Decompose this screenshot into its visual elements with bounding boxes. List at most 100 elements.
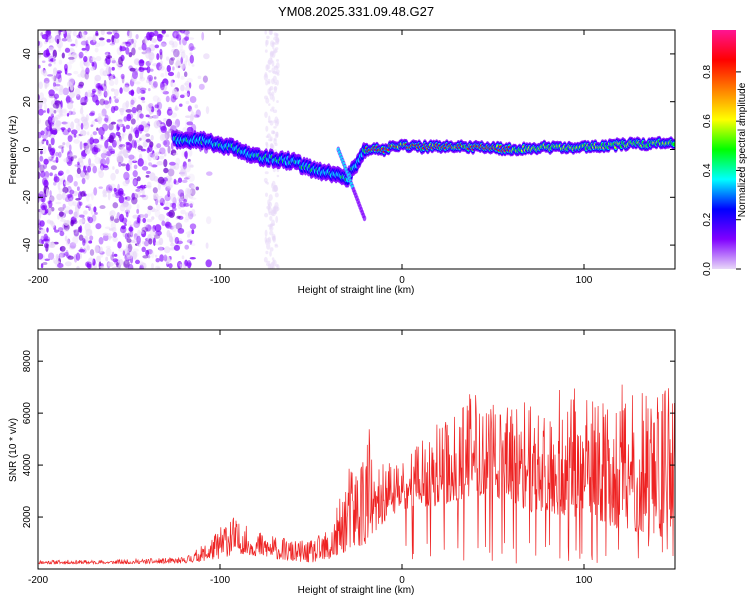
spectrogram-cell bbox=[158, 123, 164, 127]
spectrogram-cell bbox=[146, 65, 151, 74]
spectrogram-cell bbox=[271, 91, 275, 97]
spectrogram-cell bbox=[169, 225, 174, 230]
spectrogram-cell bbox=[92, 34, 97, 43]
spectrogram-cell bbox=[113, 95, 117, 99]
spectrogram-y-tick-label: 0 bbox=[22, 146, 33, 152]
spectrogram-cell bbox=[64, 251, 69, 256]
spectrogram-cell bbox=[121, 133, 125, 140]
spectrogram-cell bbox=[44, 80, 50, 84]
spectrogram-cell bbox=[130, 99, 135, 105]
spectrogram-cell bbox=[108, 80, 115, 87]
spectrogram-cell bbox=[66, 254, 71, 259]
spectrogram-cell bbox=[138, 124, 144, 132]
spectrogram-cell bbox=[79, 141, 83, 150]
spectrogram-cell bbox=[118, 56, 123, 66]
spectrogram-cell bbox=[51, 222, 56, 229]
spectrogram-cell bbox=[80, 130, 87, 136]
spectrogram-cell bbox=[44, 80, 50, 88]
spectrogram-cell bbox=[183, 202, 190, 207]
spectrogram-cell bbox=[268, 57, 273, 65]
spectrogram-cell bbox=[82, 237, 86, 246]
spectrogram-cell bbox=[53, 93, 60, 99]
spectrogram-cell bbox=[57, 207, 65, 212]
spectrogram-cell bbox=[47, 207, 52, 216]
spectrogram-cell bbox=[57, 172, 63, 177]
spectrogram-cell bbox=[150, 134, 154, 141]
spectrogram-cell bbox=[146, 147, 150, 154]
spectrogram-cell bbox=[138, 46, 143, 51]
spectrogram-cell bbox=[125, 177, 130, 185]
spectrogram-cell bbox=[90, 124, 94, 128]
spectrogram-cell bbox=[140, 89, 146, 95]
spectrogram-cell bbox=[184, 36, 189, 41]
spectrogram-cell bbox=[48, 146, 52, 151]
spectrogram-cell bbox=[93, 143, 100, 148]
spectrogram-cell bbox=[86, 131, 90, 136]
spectrogram-cell bbox=[265, 125, 269, 132]
spectrogram-cell bbox=[148, 87, 151, 92]
spectrogram-cell bbox=[98, 113, 102, 117]
spectrogram-cell bbox=[168, 40, 174, 46]
spectrogram-cell bbox=[107, 191, 111, 201]
spectrogram-cell bbox=[189, 52, 193, 56]
spectrogram-cell bbox=[63, 158, 69, 163]
spectrogram-cell bbox=[265, 97, 270, 104]
spectrogram-cell bbox=[77, 73, 83, 78]
spectrogram-cell bbox=[118, 162, 122, 167]
spectrogram-cell bbox=[152, 152, 159, 161]
spectrogram-cell bbox=[97, 84, 103, 91]
spectrogram-cell bbox=[110, 222, 116, 230]
spectrogram-cell bbox=[122, 85, 130, 92]
spectrogram-cell bbox=[69, 189, 75, 195]
spectrogram-cell bbox=[143, 160, 147, 167]
spectrogram-cell bbox=[74, 39, 78, 48]
spectrogram-cell bbox=[275, 58, 280, 62]
spectrogram-cell bbox=[167, 145, 171, 154]
spectrogram-cell bbox=[98, 40, 106, 47]
spectrogram-cell bbox=[90, 66, 96, 71]
spectrogram-cell bbox=[124, 196, 128, 200]
spectrogram-cell bbox=[95, 56, 102, 62]
spectrogram-cell bbox=[162, 140, 168, 146]
spectrogram-cell bbox=[157, 195, 164, 203]
spectrogram-cell bbox=[188, 42, 194, 52]
spectrogram-cell bbox=[53, 75, 57, 82]
spectrogram-cell bbox=[80, 69, 87, 78]
spectrogram-cell bbox=[65, 238, 70, 246]
spectrogram-cell bbox=[119, 226, 127, 234]
spectrogram-cell bbox=[136, 176, 141, 182]
spectrogram-cell bbox=[90, 191, 94, 201]
colorbar-tick-label: 0.2 bbox=[702, 212, 713, 226]
spectrogram-cell bbox=[94, 244, 100, 254]
spectrogram-cell bbox=[144, 213, 149, 219]
spectrogram-cell bbox=[152, 95, 160, 102]
spectrogram-cell bbox=[67, 53, 74, 57]
spectrogram-cell bbox=[264, 212, 269, 218]
spectrogram-cell bbox=[93, 206, 97, 213]
spectrogram-cell bbox=[131, 70, 139, 80]
spectrogram-cell bbox=[46, 227, 49, 233]
spectrogram-cell bbox=[148, 31, 155, 38]
spectrogram-cell bbox=[148, 238, 153, 245]
spectrogram-cell bbox=[79, 218, 86, 223]
spectrogram-cell bbox=[67, 102, 74, 110]
spectrogram-cell bbox=[269, 247, 274, 252]
spectrogram-cell bbox=[178, 37, 182, 46]
spectrogram-cell bbox=[170, 242, 175, 247]
spectrogram-cell bbox=[96, 116, 103, 121]
spectrogram-cell bbox=[138, 59, 145, 67]
spectrogram-cell bbox=[140, 214, 146, 219]
spectrogram-cell bbox=[51, 129, 58, 136]
spectrogram-cell bbox=[135, 139, 141, 143]
spectrogram-cell bbox=[104, 226, 111, 230]
spectrogram-cell bbox=[104, 88, 110, 97]
spectrogram-cell bbox=[163, 167, 169, 174]
spectrogram-cell bbox=[191, 64, 195, 67]
spectrogram-cell bbox=[76, 93, 81, 101]
spectrogram-cell bbox=[78, 249, 86, 253]
spectrogram-cell bbox=[184, 80, 190, 87]
spectrogram-cell bbox=[40, 228, 46, 235]
spectrogram-cell bbox=[90, 57, 97, 61]
spectrogram-cell bbox=[162, 200, 168, 205]
spectrogram-cell bbox=[76, 122, 81, 132]
